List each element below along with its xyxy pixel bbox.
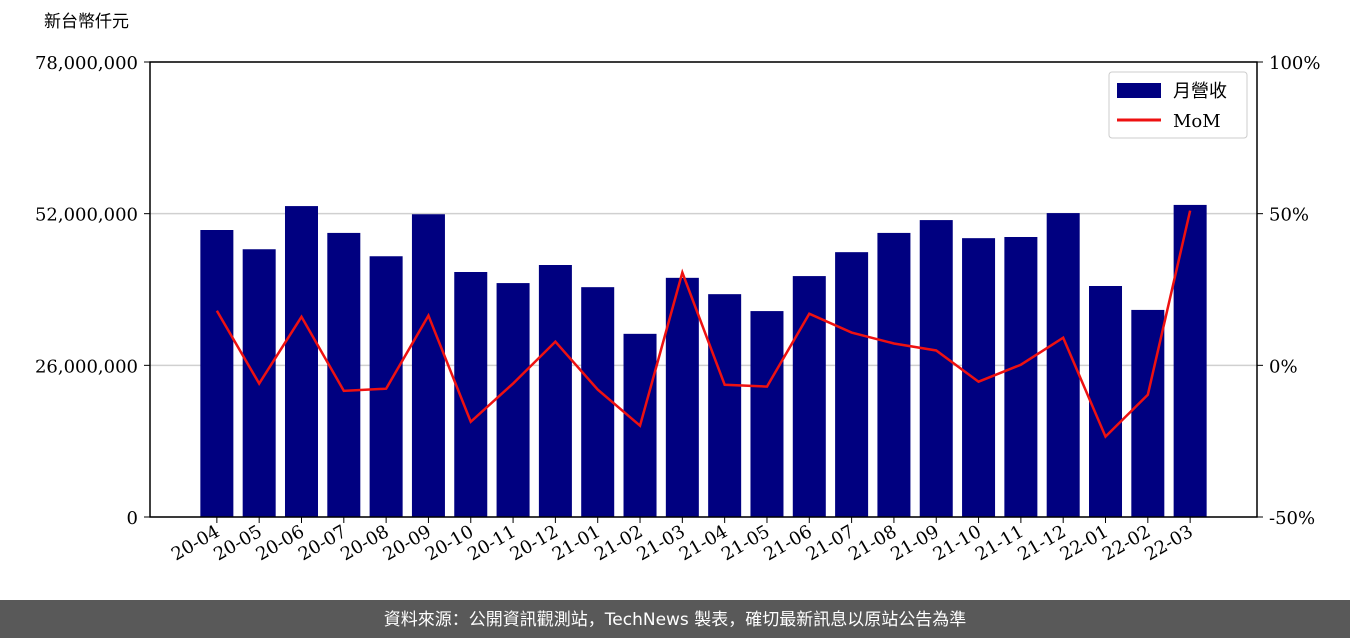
bar (581, 287, 615, 517)
bar (835, 252, 869, 517)
bar (1004, 237, 1038, 517)
y-tick-label: 52,000,000 (35, 205, 138, 226)
y2-tick-label: 100% (1269, 53, 1320, 74)
bar (919, 220, 953, 518)
y-tick-label: 0 (127, 508, 138, 529)
bar (665, 277, 699, 517)
bar (877, 232, 911, 517)
bar (1173, 204, 1207, 517)
bar (538, 265, 572, 517)
x-tick-label: 22-03 (1141, 521, 1196, 565)
bar (496, 283, 530, 517)
footer-bar (0, 600, 1350, 638)
plot-frame (149, 61, 1258, 518)
bar (411, 214, 445, 517)
bar (1089, 286, 1123, 517)
bar (750, 311, 784, 517)
bar (327, 232, 361, 517)
legend-label: MoM (1173, 111, 1221, 132)
bar (200, 230, 234, 517)
mom-line (215, 210, 1192, 439)
y2-tick-label: -50% (1269, 508, 1315, 529)
y2-tick-label: 50% (1269, 205, 1309, 226)
bar (708, 294, 742, 517)
bar (284, 206, 318, 518)
y-tick-label: 26,000,000 (35, 356, 138, 377)
footer: 資料來源：公開資訊觀測站，TechNews 製表，確切最新訊息以原站公告為準 (384, 610, 966, 630)
legend-label: 月營收 (1173, 81, 1227, 102)
y2-tick-label: 0% (1269, 356, 1298, 377)
y-axis-label: 新台幣仟元 (44, 12, 129, 32)
y-tick-label: 78,000,000 (35, 53, 138, 74)
bar (792, 276, 826, 517)
legend-swatch (1117, 83, 1161, 98)
